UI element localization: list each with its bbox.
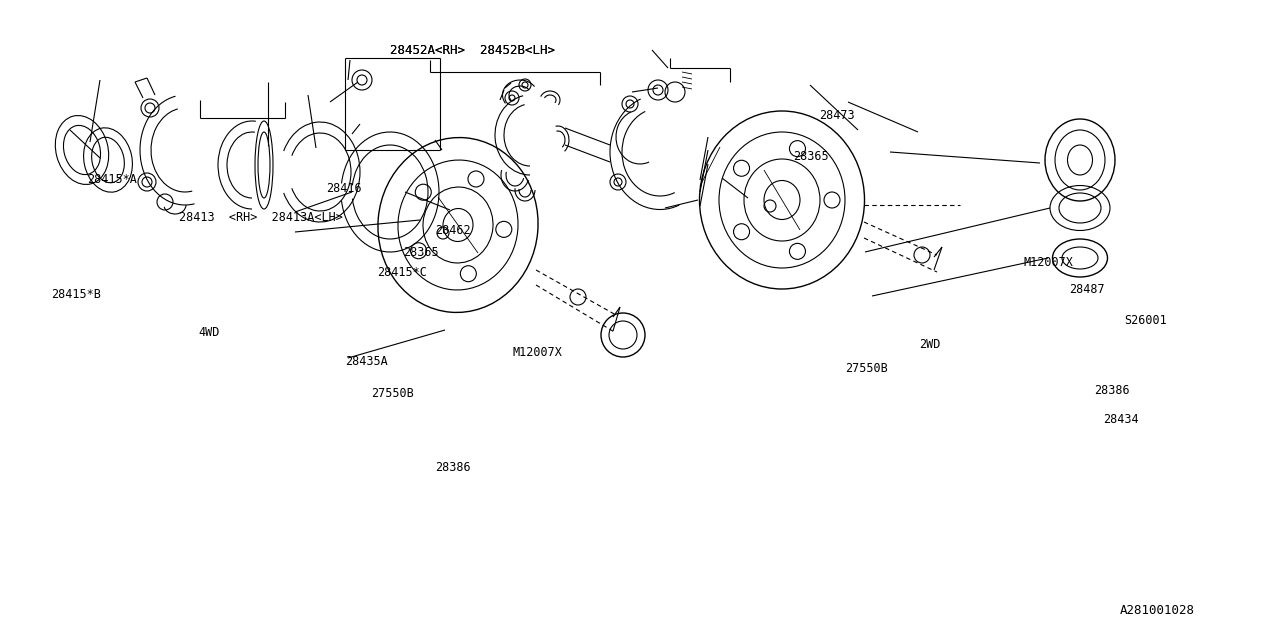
Text: 28386: 28386 — [1094, 384, 1130, 397]
Text: 2WD: 2WD — [919, 338, 941, 351]
Text: A281001028: A281001028 — [1120, 604, 1196, 616]
Text: 28415*A: 28415*A — [87, 173, 137, 186]
Text: 28473: 28473 — [819, 109, 855, 122]
Text: 28413  <RH>  28413A<LH>: 28413 <RH> 28413A<LH> — [179, 211, 343, 224]
Text: M12007X: M12007X — [1024, 256, 1074, 269]
Text: 28452A<RH>  28452B<LH>: 28452A<RH> 28452B<LH> — [390, 44, 556, 56]
Text: 28487: 28487 — [1069, 283, 1105, 296]
Text: M12007X: M12007X — [512, 346, 562, 358]
Text: 4WD: 4WD — [198, 326, 220, 339]
Text: 28365: 28365 — [403, 246, 439, 259]
Text: 28416: 28416 — [326, 182, 362, 195]
Text: 28365: 28365 — [794, 150, 829, 163]
Text: 28435A: 28435A — [346, 355, 388, 368]
Text: 28462: 28462 — [435, 224, 471, 237]
Text: 28386: 28386 — [435, 461, 471, 474]
Text: 28434: 28434 — [1103, 413, 1139, 426]
Text: 28452A<RH>  28452B<LH>: 28452A<RH> 28452B<LH> — [390, 44, 556, 56]
Text: 28415*B: 28415*B — [51, 288, 101, 301]
Text: 28415*C: 28415*C — [378, 266, 428, 278]
Text: S26001: S26001 — [1124, 314, 1166, 326]
Text: 27550B: 27550B — [371, 387, 413, 400]
Text: 27550B: 27550B — [845, 362, 887, 374]
